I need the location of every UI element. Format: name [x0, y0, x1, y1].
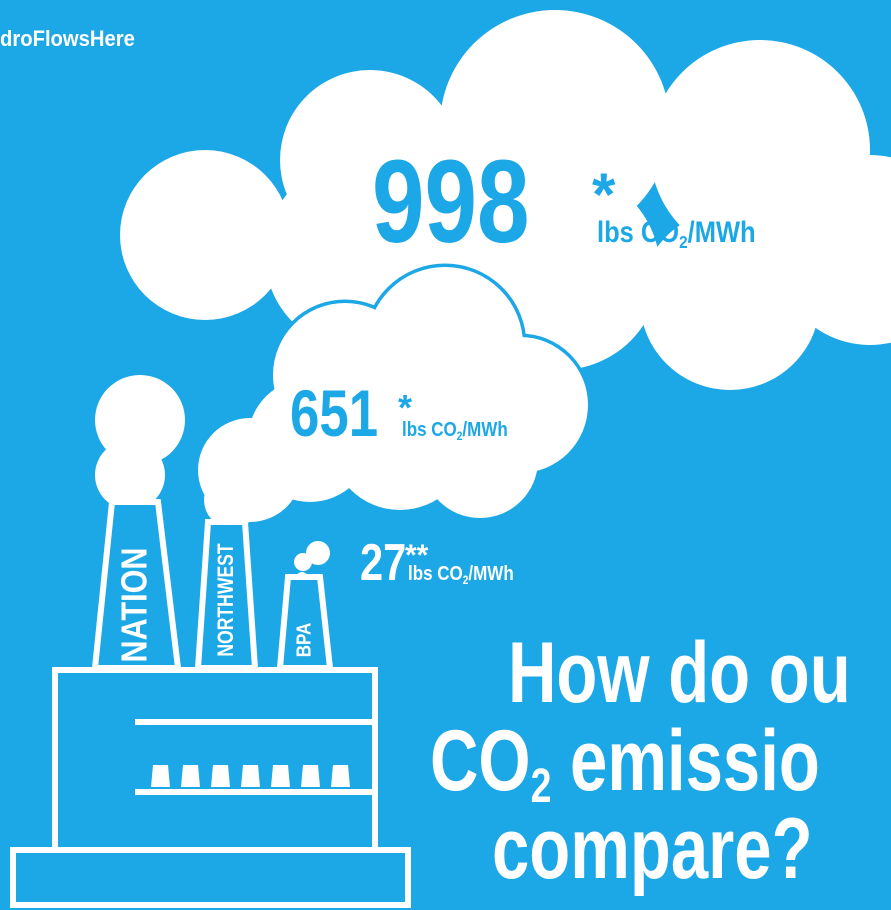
hashtag: droFlowsHere [0, 27, 135, 51]
chimney-label: NATION [115, 548, 155, 663]
factory [10, 499, 411, 908]
unit: lbs CO2/MWh [597, 215, 756, 252]
heading-line: How do ou [508, 625, 851, 721]
heading-line: compare? [492, 801, 813, 897]
asterisk: ** [405, 539, 429, 572]
chimney-label: BPA [292, 623, 315, 658]
value: 27 [360, 533, 406, 592]
unit: lbs CO2/MWh [408, 562, 514, 588]
windows [151, 765, 350, 787]
base [10, 847, 411, 908]
heading-line: CO2 emissio [430, 713, 820, 813]
asterisk: * [592, 161, 616, 228]
unit: lbs CO2/MWh [402, 418, 508, 444]
medium-cloud [95, 267, 588, 528]
chimney-label: NORTHWEST [214, 543, 238, 656]
building [52, 667, 378, 853]
value: 998 [372, 135, 529, 268]
value: 651 [290, 376, 378, 450]
asterisk: * [398, 387, 412, 428]
